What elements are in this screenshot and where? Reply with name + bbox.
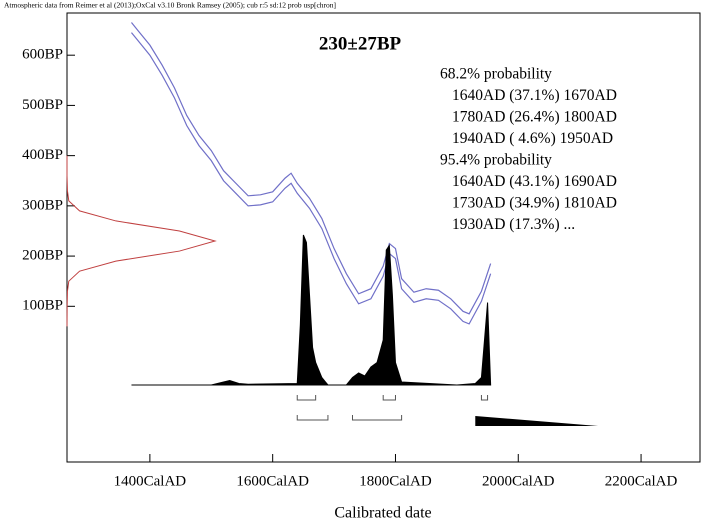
x-tick-label: 1400CalAD bbox=[114, 473, 187, 489]
y-tick-label: 600BP bbox=[22, 47, 63, 63]
y-tick-label: 200BP bbox=[22, 248, 63, 264]
interval-text: 1780AD (26.4%) 1800AD bbox=[452, 109, 617, 126]
probability-distribution bbox=[131, 234, 492, 386]
x-tick-label: 1800CalAD bbox=[359, 473, 432, 489]
interval-bracket bbox=[296, 395, 317, 401]
x-tick-label: 1600CalAD bbox=[236, 473, 309, 489]
interval-bracket bbox=[382, 395, 396, 401]
interval-bracket bbox=[296, 415, 329, 421]
c14-distribution bbox=[66, 155, 217, 327]
calibration-curve bbox=[131, 22, 492, 315]
header: Atmospheric data from Reimer et al (2013… bbox=[4, 1, 336, 10]
x-axis-label: Calibrated date bbox=[334, 505, 431, 522]
calibration-curve bbox=[131, 32, 492, 325]
y-tick-label: 300BP bbox=[22, 197, 63, 213]
x-tick-label: 2000CalAD bbox=[482, 473, 555, 489]
interval-text: 1940AD ( 4.6%) 1950AD bbox=[452, 130, 613, 147]
interval-heading: 68.2% probability bbox=[440, 66, 552, 83]
interval-heading: 95.4% probability bbox=[440, 152, 552, 169]
x-tick-label: 2200CalAD bbox=[605, 473, 678, 489]
interval-open bbox=[475, 416, 599, 426]
y-tick-label: 500BP bbox=[22, 97, 63, 113]
interval-text: 1930AD (17.3%) ... bbox=[452, 216, 575, 233]
interval-text: 1730AD (34.9%) 1810AD bbox=[452, 195, 617, 212]
plot-frame bbox=[66, 12, 701, 463]
interval-text: 1640AD (37.1%) 1670AD bbox=[452, 87, 617, 104]
y-tick-label: 100BP bbox=[22, 298, 63, 314]
interval-bracket bbox=[480, 395, 489, 401]
chart-title: 230±27BP bbox=[319, 33, 402, 54]
interval-bracket bbox=[351, 415, 403, 421]
y-tick-label: 400BP bbox=[22, 147, 63, 163]
interval-text: 1640AD (43.1%) 1690AD bbox=[452, 173, 617, 190]
